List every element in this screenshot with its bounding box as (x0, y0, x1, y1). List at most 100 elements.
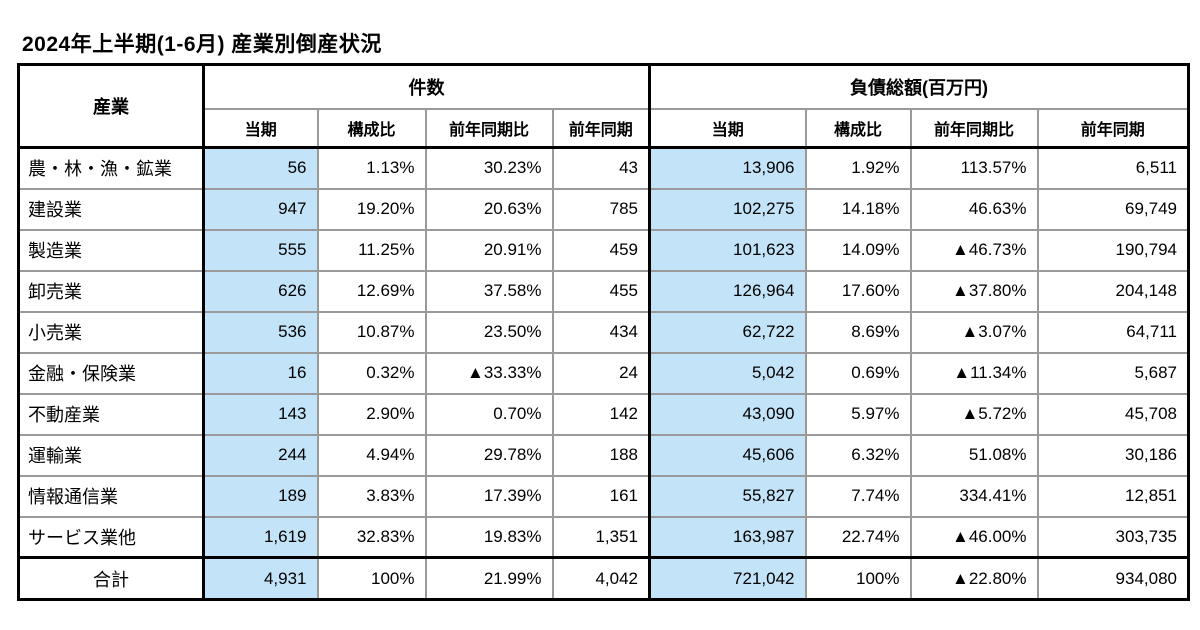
value-cell: 24 (551, 351, 651, 395)
value-cell: 12.69% (316, 269, 427, 313)
value-cell: 10.87% (316, 310, 427, 354)
value-cell: 43,090 (648, 392, 807, 436)
industry-cell: 合計 (17, 556, 205, 601)
value-cell: 23.50% (424, 310, 554, 354)
table-row: サービス業他 1,619 32.83% 19.83% 1,351 163,987 22.74… (17, 515, 1190, 559)
cases-yoy-header: 前年同期比 (424, 107, 554, 149)
value-cell: 19.20% (316, 187, 427, 231)
value-cell: 1,619 (202, 515, 319, 559)
group-header-row: 産業 件数 負債総額(百万円) (17, 63, 1190, 149)
value-cell: ▲33.33% (424, 351, 554, 395)
value-cell: 20.63% (424, 187, 554, 231)
sub-header-row: 当期 構成比 前年同期比 前年同期 当期 構成比 前年同期比 前年同期 (19, 107, 1190, 149)
total-row: 合計 4,931 100% 21.99% 4,042 721,042 100% ▲22.80%… (17, 556, 1190, 601)
value-cell: 17.60% (804, 269, 912, 313)
value-cell: 5.97% (804, 392, 912, 436)
table-header: 産業 件数 負債総額(百万円) 当期 構成比 前年同期比 前年同期 当期 構成比… (17, 63, 1190, 149)
table-body: 農・林・漁・鉱業 56 1.13% 30.23% 43 13,906 1.92% 113.57… (17, 146, 1190, 601)
value-cell: 12,851 (1036, 474, 1190, 518)
value-cell: 2.90% (316, 392, 427, 436)
industry-column-header: 産業 (17, 63, 205, 149)
industry-cell: 卸売業 (17, 269, 205, 313)
value-cell: 56 (202, 146, 319, 190)
value-cell: 29.78% (424, 433, 554, 477)
value-cell: ▲11.34% (909, 351, 1039, 395)
value-cell: 32.83% (316, 515, 427, 559)
value-cell: 45,606 (648, 433, 807, 477)
industry-cell: 情報通信業 (17, 474, 205, 518)
value-cell: 555 (202, 228, 319, 272)
value-cell: 785 (551, 187, 651, 231)
value-cell: 4,042 (551, 556, 651, 601)
value-cell: 536 (202, 310, 319, 354)
value-cell: 721,042 (648, 556, 807, 601)
value-cell: 334.41% (909, 474, 1039, 518)
cases-current-header: 当期 (202, 107, 319, 149)
value-cell: 142 (551, 392, 651, 436)
industry-cell: 建設業 (17, 187, 205, 231)
value-cell: 21.99% (424, 556, 554, 601)
value-cell: 14.09% (804, 228, 912, 272)
value-cell: 0.32% (316, 351, 427, 395)
value-cell: 143 (202, 392, 319, 436)
table-row: 製造業 555 11.25% 20.91% 459 101,623 14.09% ▲46.73… (17, 228, 1190, 272)
value-cell: 1,351 (551, 515, 651, 559)
value-cell: 188 (551, 433, 651, 477)
industry-cell: 小売業 (17, 310, 205, 354)
value-cell: ▲5.72% (909, 392, 1039, 436)
value-cell: 20.91% (424, 228, 554, 272)
table-row: 農・林・漁・鉱業 56 1.13% 30.23% 43 13,906 1.92% 113.57… (17, 146, 1190, 190)
value-cell: 102,275 (648, 187, 807, 231)
value-cell: ▲22.80% (909, 556, 1039, 601)
liabilities-group-header: 負債総額(百万円) (648, 63, 1190, 110)
value-cell: 46.63% (909, 187, 1039, 231)
value-cell: ▲37.80% (909, 269, 1039, 313)
value-cell: 16 (202, 351, 319, 395)
value-cell: 4.94% (316, 433, 427, 477)
value-cell: 30.23% (424, 146, 554, 190)
table-row: 金融・保険業 16 0.32% ▲33.33% 24 5,042 0.69% ▲11.34% 5… (17, 351, 1190, 395)
value-cell: 14.18% (804, 187, 912, 231)
table-row: 建設業 947 19.20% 20.63% 785 102,275 14.18% 46.63%… (17, 187, 1190, 231)
value-cell: 0.70% (424, 392, 554, 436)
value-cell: 3.83% (316, 474, 427, 518)
industry-cell: サービス業他 (17, 515, 205, 559)
value-cell: 8.69% (804, 310, 912, 354)
value-cell: ▲46.73% (909, 228, 1039, 272)
table-row: 情報通信業 189 3.83% 17.39% 161 55,827 7.74% 334.41%… (17, 474, 1190, 518)
industry-cell: 製造業 (17, 228, 205, 272)
value-cell: 1.13% (316, 146, 427, 190)
value-cell: 189 (202, 474, 319, 518)
value-cell: ▲46.00% (909, 515, 1039, 559)
value-cell: ▲3.07% (909, 310, 1039, 354)
value-cell: 244 (202, 433, 319, 477)
table-row: 不動産業 143 2.90% 0.70% 142 43,090 5.97% ▲5.72% 45,… (17, 392, 1190, 436)
industry-cell: 農・林・漁・鉱業 (17, 146, 205, 190)
value-cell: 1.92% (804, 146, 912, 190)
table-row: 小売業 536 10.87% 23.50% 434 62,722 8.69% ▲3.07% 64… (17, 310, 1190, 354)
cases-share-header: 構成比 (316, 107, 427, 149)
value-cell: 51.08% (909, 433, 1039, 477)
value-cell: 4,931 (202, 556, 319, 601)
value-cell: 190,794 (1036, 228, 1190, 272)
liabilities-current-header: 当期 (648, 107, 807, 149)
value-cell: 100% (316, 556, 427, 601)
value-cell: 55,827 (648, 474, 807, 518)
value-cell: 204,148 (1036, 269, 1190, 313)
value-cell: 434 (551, 310, 651, 354)
value-cell: 303,735 (1036, 515, 1190, 559)
value-cell: 43 (551, 146, 651, 190)
value-cell: 455 (551, 269, 651, 313)
liabilities-share-header: 構成比 (804, 107, 912, 149)
value-cell: 17.39% (424, 474, 554, 518)
value-cell: 69,749 (1036, 187, 1190, 231)
value-cell: 947 (202, 187, 319, 231)
value-cell: 11.25% (316, 228, 427, 272)
value-cell: 0.69% (804, 351, 912, 395)
page-title: 2024年上半期(1-6月) 産業別倒産状況 (22, 33, 382, 56)
value-cell: 6,511 (1036, 146, 1190, 190)
bankruptcy-table: 産業 件数 負債総額(百万円) 当期 構成比 前年同期比 前年同期 当期 構成比… (17, 63, 1190, 601)
value-cell: 64,711 (1036, 310, 1190, 354)
value-cell: 13,906 (648, 146, 807, 190)
value-cell: 126,964 (648, 269, 807, 313)
